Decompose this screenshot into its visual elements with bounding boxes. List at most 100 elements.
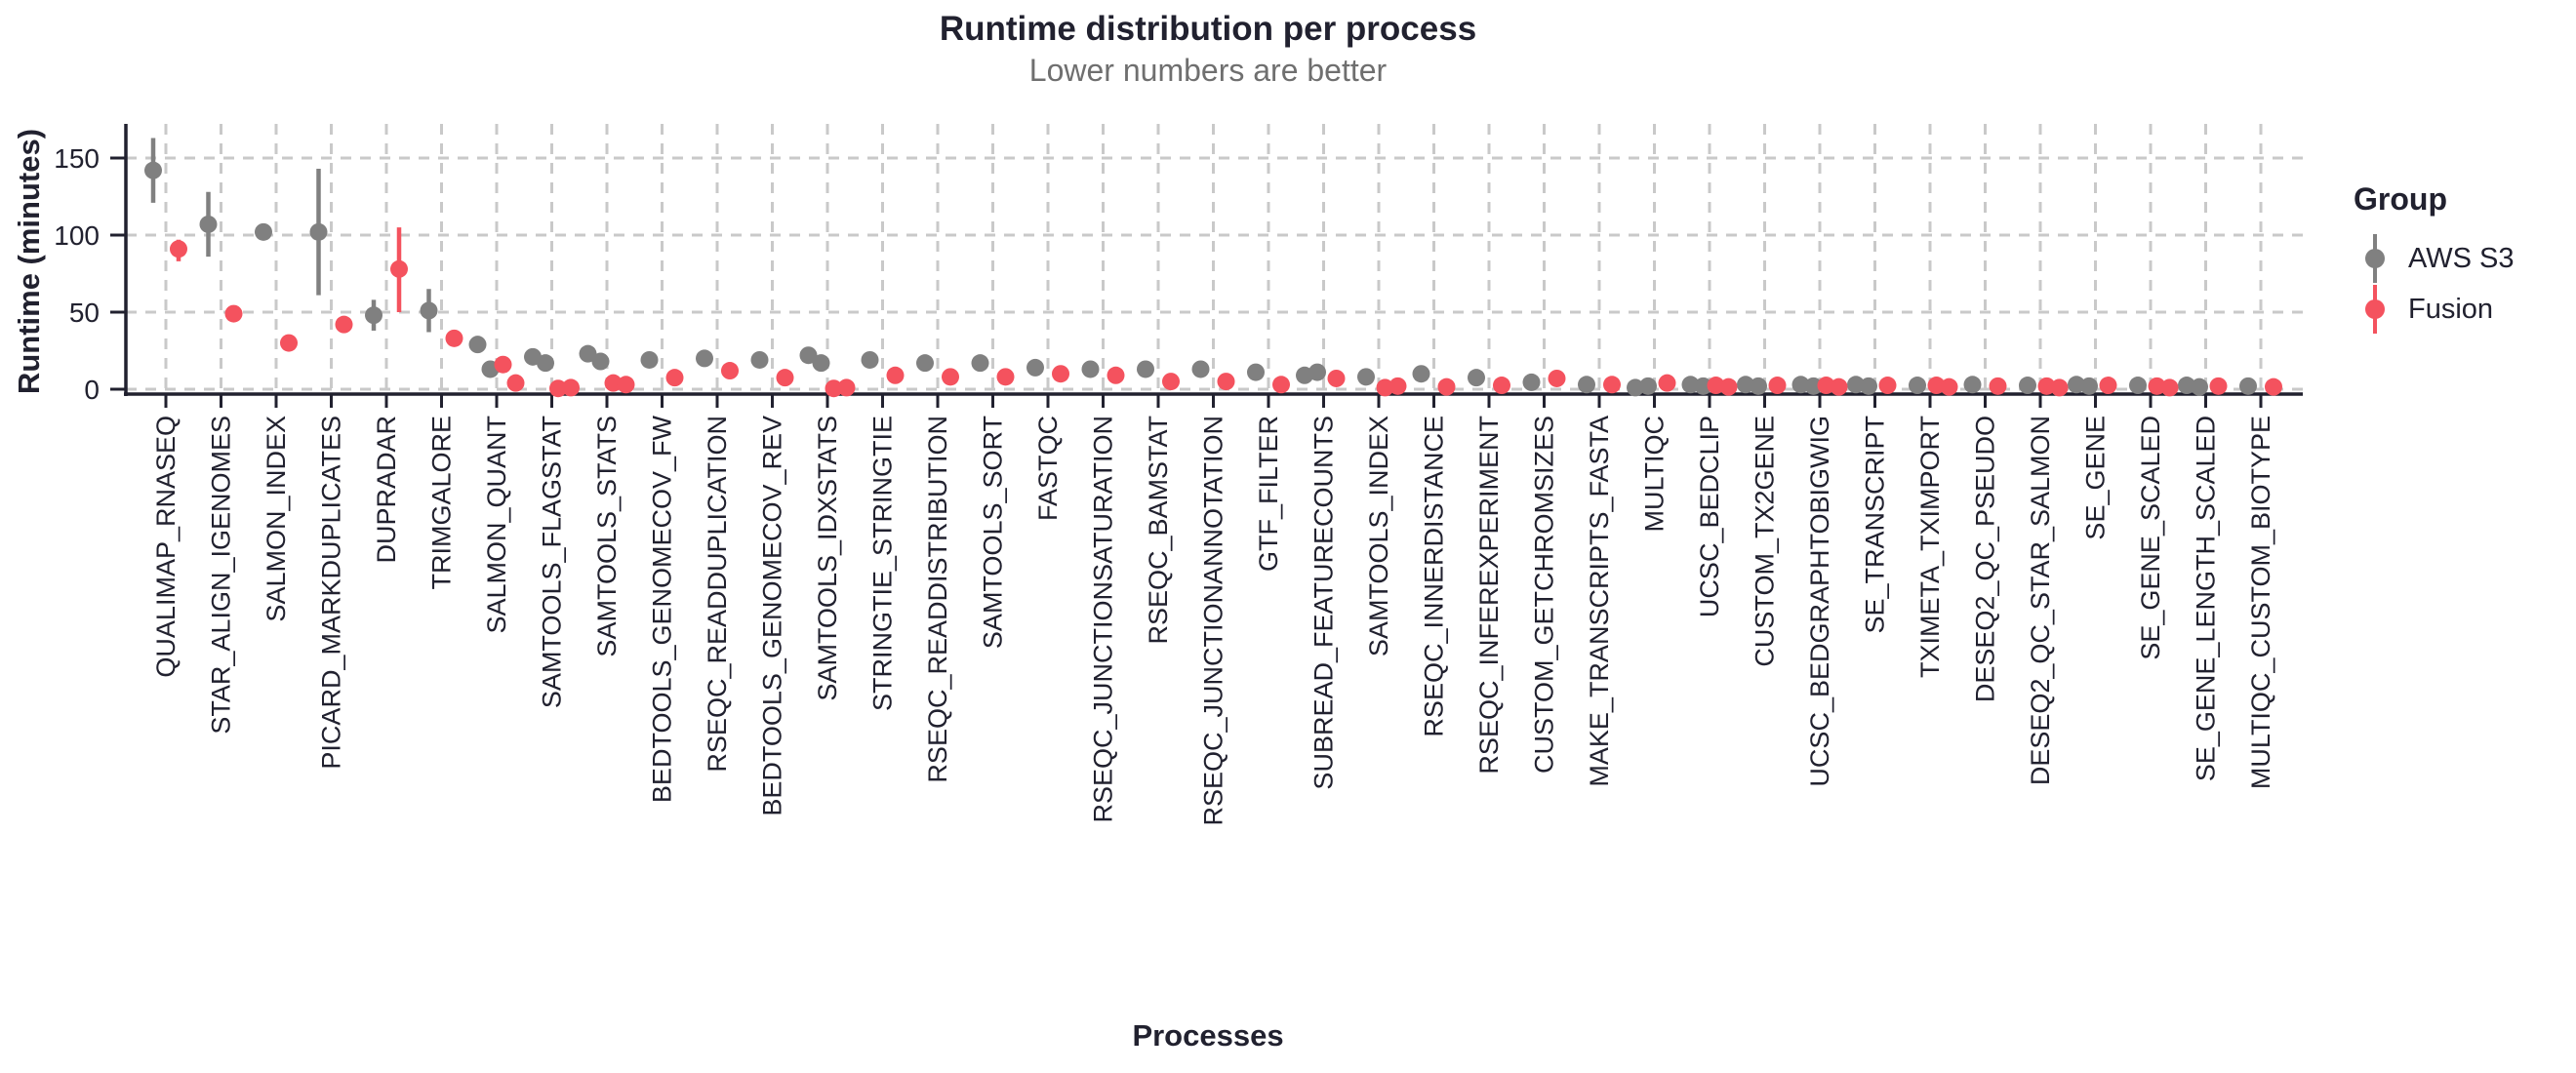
data-point <box>1107 366 1125 384</box>
data-point <box>665 369 684 387</box>
data-point <box>144 161 162 179</box>
x-category-label: SAMTOOLS_INDEX <box>1364 416 1393 656</box>
data-point <box>579 344 597 363</box>
x-category-label: RSEQC_JUNCTIONSATURATION <box>1089 416 1118 823</box>
data-point <box>1357 368 1375 386</box>
data-point <box>549 379 567 398</box>
chart-subtitle: Lower numbers are better <box>1028 53 1388 88</box>
data-point <box>170 240 187 258</box>
x-category-label: DESEQ2_QC_STAR_SALMON <box>2026 416 2055 785</box>
data-point <box>2239 377 2257 395</box>
data-point <box>2191 378 2208 396</box>
data-point <box>1694 377 1712 395</box>
x-category-label: SAMTOOLS_FLAGSTAT <box>538 416 567 708</box>
x-category-label: GTF_FILTER <box>1254 416 1283 572</box>
data-point <box>1389 377 1407 395</box>
x-category-label: BEDTOOLS_GENOMECOV_FW <box>648 415 677 803</box>
y-tick-label: 100 <box>54 220 100 251</box>
data-point <box>971 354 989 373</box>
data-point <box>1493 377 1510 395</box>
data-point <box>1137 360 1154 378</box>
data-point <box>199 215 218 233</box>
pointrange-key-red-icon <box>2365 285 2385 334</box>
x-category-label: PICARD_MARKDUPLICATES <box>317 416 346 770</box>
data-point <box>1081 360 1100 378</box>
data-point <box>1327 369 1346 387</box>
legend-label-fusion: Fusion <box>2408 293 2494 325</box>
data-point <box>1860 377 1877 395</box>
x-category-label: SE_GENE_SCALED <box>2136 416 2165 660</box>
x-category-label: TXIMETA_TXIMPORT <box>1915 416 1945 678</box>
data-point <box>837 378 856 397</box>
data-point <box>591 352 610 371</box>
y-tick-label: 150 <box>54 143 100 174</box>
data-point <box>420 301 438 320</box>
data-point <box>468 336 487 354</box>
data-point <box>1468 369 1485 387</box>
pointrange-key-gray-icon <box>2365 234 2385 283</box>
x-category-label: RSEQC_READDISTRIBUTION <box>923 416 952 783</box>
data-point <box>1940 378 1958 396</box>
x-category-label: SE_GENE <box>2081 416 2111 540</box>
data-point <box>1522 373 1541 391</box>
data-point <box>2099 377 2117 395</box>
x-category-label: SAMTOOLS_IDXSTATS <box>813 416 842 701</box>
data-point <box>1217 373 1235 391</box>
data-point <box>1603 376 1621 394</box>
data-point <box>2160 378 2179 397</box>
data-point <box>2209 377 2228 395</box>
data-point <box>1437 378 1456 396</box>
legend-label-aws-s3: AWS S3 <box>2408 242 2515 274</box>
x-category-label: DUPRADAR <box>372 416 401 564</box>
data-point <box>2265 378 2282 396</box>
x-category-label: MULTIQC <box>1640 416 1670 533</box>
chart-title: Runtime distribution per process <box>939 10 1477 48</box>
data-point <box>1308 363 1326 381</box>
data-point <box>537 354 554 373</box>
legend-title: Group <box>2354 181 2447 217</box>
data-point <box>1578 376 1595 394</box>
data-point <box>1026 358 1044 377</box>
x-category-label: MULTIQC_CUSTOM_BIOTYPE <box>2246 416 2275 789</box>
data-point <box>1989 377 2007 395</box>
legend-entry-fusion: Fusion <box>2354 284 2515 335</box>
x-category-label: SE_TRANSCRIPT <box>1861 416 1890 634</box>
data-point <box>2129 377 2147 395</box>
x-category-label: CUSTOM_TX2GENE <box>1751 416 1780 667</box>
data-point <box>1247 363 1265 381</box>
x-category-label: UCSC_BEDGRAPHTOBIGWIG <box>1805 416 1834 787</box>
data-point <box>335 315 353 334</box>
data-point <box>996 368 1015 386</box>
data-point <box>1412 365 1430 383</box>
data-point <box>445 329 463 347</box>
data-point <box>1272 376 1290 394</box>
data-point <box>2080 377 2098 395</box>
data-point <box>309 222 328 241</box>
x-category-label: RSEQC_INFEREXPERIMENT <box>1474 416 1504 775</box>
x-category-label: RSEQC_BAMSTAT <box>1144 416 1173 645</box>
data-point <box>799 346 818 365</box>
data-point <box>916 354 934 373</box>
data-point <box>224 304 243 323</box>
data-point <box>255 222 272 241</box>
y-tick-label: 0 <box>84 375 100 405</box>
data-point <box>1750 377 1767 395</box>
x-axis-title: Processes <box>1132 1018 1284 1053</box>
data-point <box>1804 377 1823 395</box>
x-category-label: STRINGTIE_STRINGTIE <box>868 416 898 711</box>
data-point <box>861 350 879 369</box>
data-point <box>886 366 905 384</box>
x-category-label: FASTQC <box>1033 416 1063 521</box>
x-category-label: QUALIMAP_RNASEQ <box>151 416 181 678</box>
data-point <box>1768 377 1787 395</box>
data-point <box>1963 376 1982 394</box>
data-point <box>1162 373 1180 391</box>
x-category-label: UCSC_BEDCLIP <box>1695 416 1724 617</box>
x-category-label: SAMTOOLS_SORT <box>979 416 1008 649</box>
data-point <box>365 306 382 325</box>
x-category-label: RSEQC_READDUPLICATION <box>703 416 732 773</box>
y-tick-label: 50 <box>69 298 100 328</box>
data-point <box>750 350 769 369</box>
x-category-label: SUBREAD_FEATURECOUNTS <box>1309 416 1339 790</box>
